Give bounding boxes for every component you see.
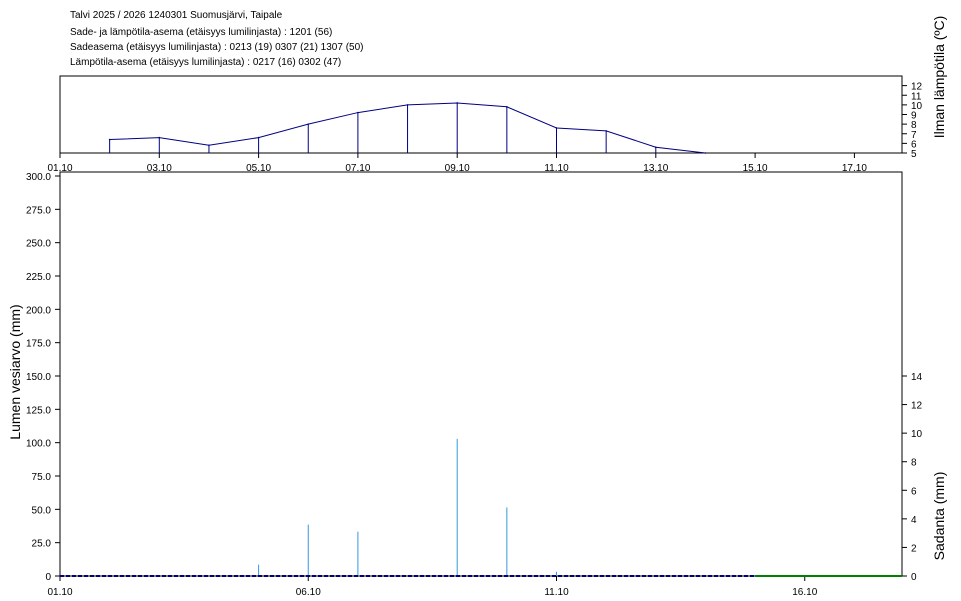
snow-y-tick-label: 100.0 — [26, 439, 51, 450]
precipitation-y-tick-label: 4 — [911, 515, 917, 526]
temperature-point — [357, 111, 359, 114]
temperature-y-tick-label: 8 — [911, 120, 917, 131]
station-line-3: Lämpötila-asema (etäisyys lumilinjasta) … — [70, 57, 342, 68]
temperature-y-tick-label: 11 — [911, 91, 922, 102]
snow-y-tick-label: 0 — [45, 572, 51, 583]
temperature-point — [605, 130, 607, 132]
temperature-x-tick-label: 17.10 — [842, 163, 867, 174]
snow-y-tick-label: 275.0 — [26, 205, 51, 216]
precipitation-y-tick-label: 0 — [911, 572, 917, 583]
snow-y-tick-label: 175.0 — [26, 339, 51, 350]
snow-y-tick-label: 150.0 — [26, 372, 51, 383]
snow-y-axis: 300.0 275.0 250.0 225.0 200.0 175.0 150.0 125.0… — [26, 172, 60, 583]
temperature-point — [307, 123, 310, 125]
bottom-x-tick-label: 06.10 — [296, 587, 321, 598]
temperature-x-tick-label: 09.10 — [445, 163, 470, 174]
snow-y-tick-label: 75.0 — [32, 472, 52, 483]
temperature-point — [456, 102, 459, 104]
precipitation-y-tick-label: 8 — [911, 458, 917, 469]
snow-y-tick-label: 125.0 — [26, 405, 51, 416]
temperature-x-axis: 01.10 03.10 05.10 07.10 09.10 11.10 13.10 15.10… — [47, 153, 867, 174]
temperature-point — [208, 144, 210, 147]
temperature-y-tick-label: 10 — [911, 101, 923, 112]
temperature-y-tick-label: 6 — [911, 139, 917, 150]
temperature-point — [257, 136, 260, 139]
snow-y-tick-label: 25.0 — [32, 539, 52, 550]
precipitation-y-tick-label: 14 — [911, 372, 923, 383]
temperature-plot-area — [59, 75, 903, 154]
precipitation-y-tick-label: 2 — [911, 543, 917, 554]
temperature-x-tick-label: 13.10 — [643, 163, 668, 174]
temperature-point — [158, 136, 161, 139]
temperature-series — [108, 102, 707, 154]
bottom-x-tick-label: 11.10 — [544, 587, 569, 598]
snow-y-axis-label: Lumen vesiarvo (mm) — [7, 304, 23, 439]
snow-y-tick-label: 250.0 — [26, 239, 51, 250]
snow-y-tick-label: 300.0 — [26, 172, 51, 183]
temperature-x-tick-label: 07.10 — [345, 163, 370, 174]
temperature-y-tick-label: 7 — [911, 130, 917, 141]
temperature-x-tick-label: 15.10 — [743, 163, 768, 174]
temperature-point — [406, 104, 409, 106]
station-line-1: Sade- ja lämpötila-asema (etäisyys lumil… — [70, 27, 333, 38]
precipitation-y-tick-label: 12 — [911, 401, 923, 412]
temperature-x-tick-label: 11.10 — [544, 163, 569, 174]
temperature-point — [506, 106, 508, 108]
temperature-point — [704, 152, 707, 154]
temperature-y-tick-label: 12 — [911, 82, 923, 93]
snow-plot-area — [59, 171, 903, 577]
precipitation-y-tick-label: 10 — [911, 429, 923, 440]
precipitation-bars — [258, 438, 557, 576]
temperature-y-tick-label: 9 — [911, 111, 917, 122]
chart-title: Talvi 2025 / 2026 1240301 Suomusjärvi, T… — [70, 10, 283, 21]
temperature-x-tick-label: 03.10 — [147, 163, 172, 174]
temperature-y-axis-label: Ilman lämpötila (ºC) — [931, 16, 947, 139]
bottom-x-tick-label: 01.10 — [47, 587, 72, 598]
temperature-point — [555, 127, 558, 129]
snow-y-tick-label: 50.0 — [32, 505, 52, 516]
temperature-point — [655, 146, 657, 149]
precipitation-y-axis: 0 2 4 6 8 10 12 14 — [902, 372, 923, 583]
snow-y-tick-label: 200.0 — [26, 305, 51, 316]
station-line-2: Sadeasema (etäisyys lumilinjasta) : 0213… — [70, 42, 364, 53]
bottom-x-tick-label: 16.10 — [792, 587, 817, 598]
temperature-x-tick-label: 05.10 — [246, 163, 271, 174]
precipitation-y-axis-label: Sadanta (mm) — [931, 472, 947, 561]
temperature-y-tick-label: 5 — [911, 149, 917, 160]
precipitation-y-tick-label: 6 — [911, 486, 917, 497]
bottom-x-axis: 01.10 06.10 11.10 16.10 — [47, 576, 818, 598]
snow-y-tick-label: 225.0 — [26, 272, 51, 283]
temperature-x-tick-label: 01.10 — [47, 163, 72, 174]
temperature-point — [108, 138, 111, 141]
